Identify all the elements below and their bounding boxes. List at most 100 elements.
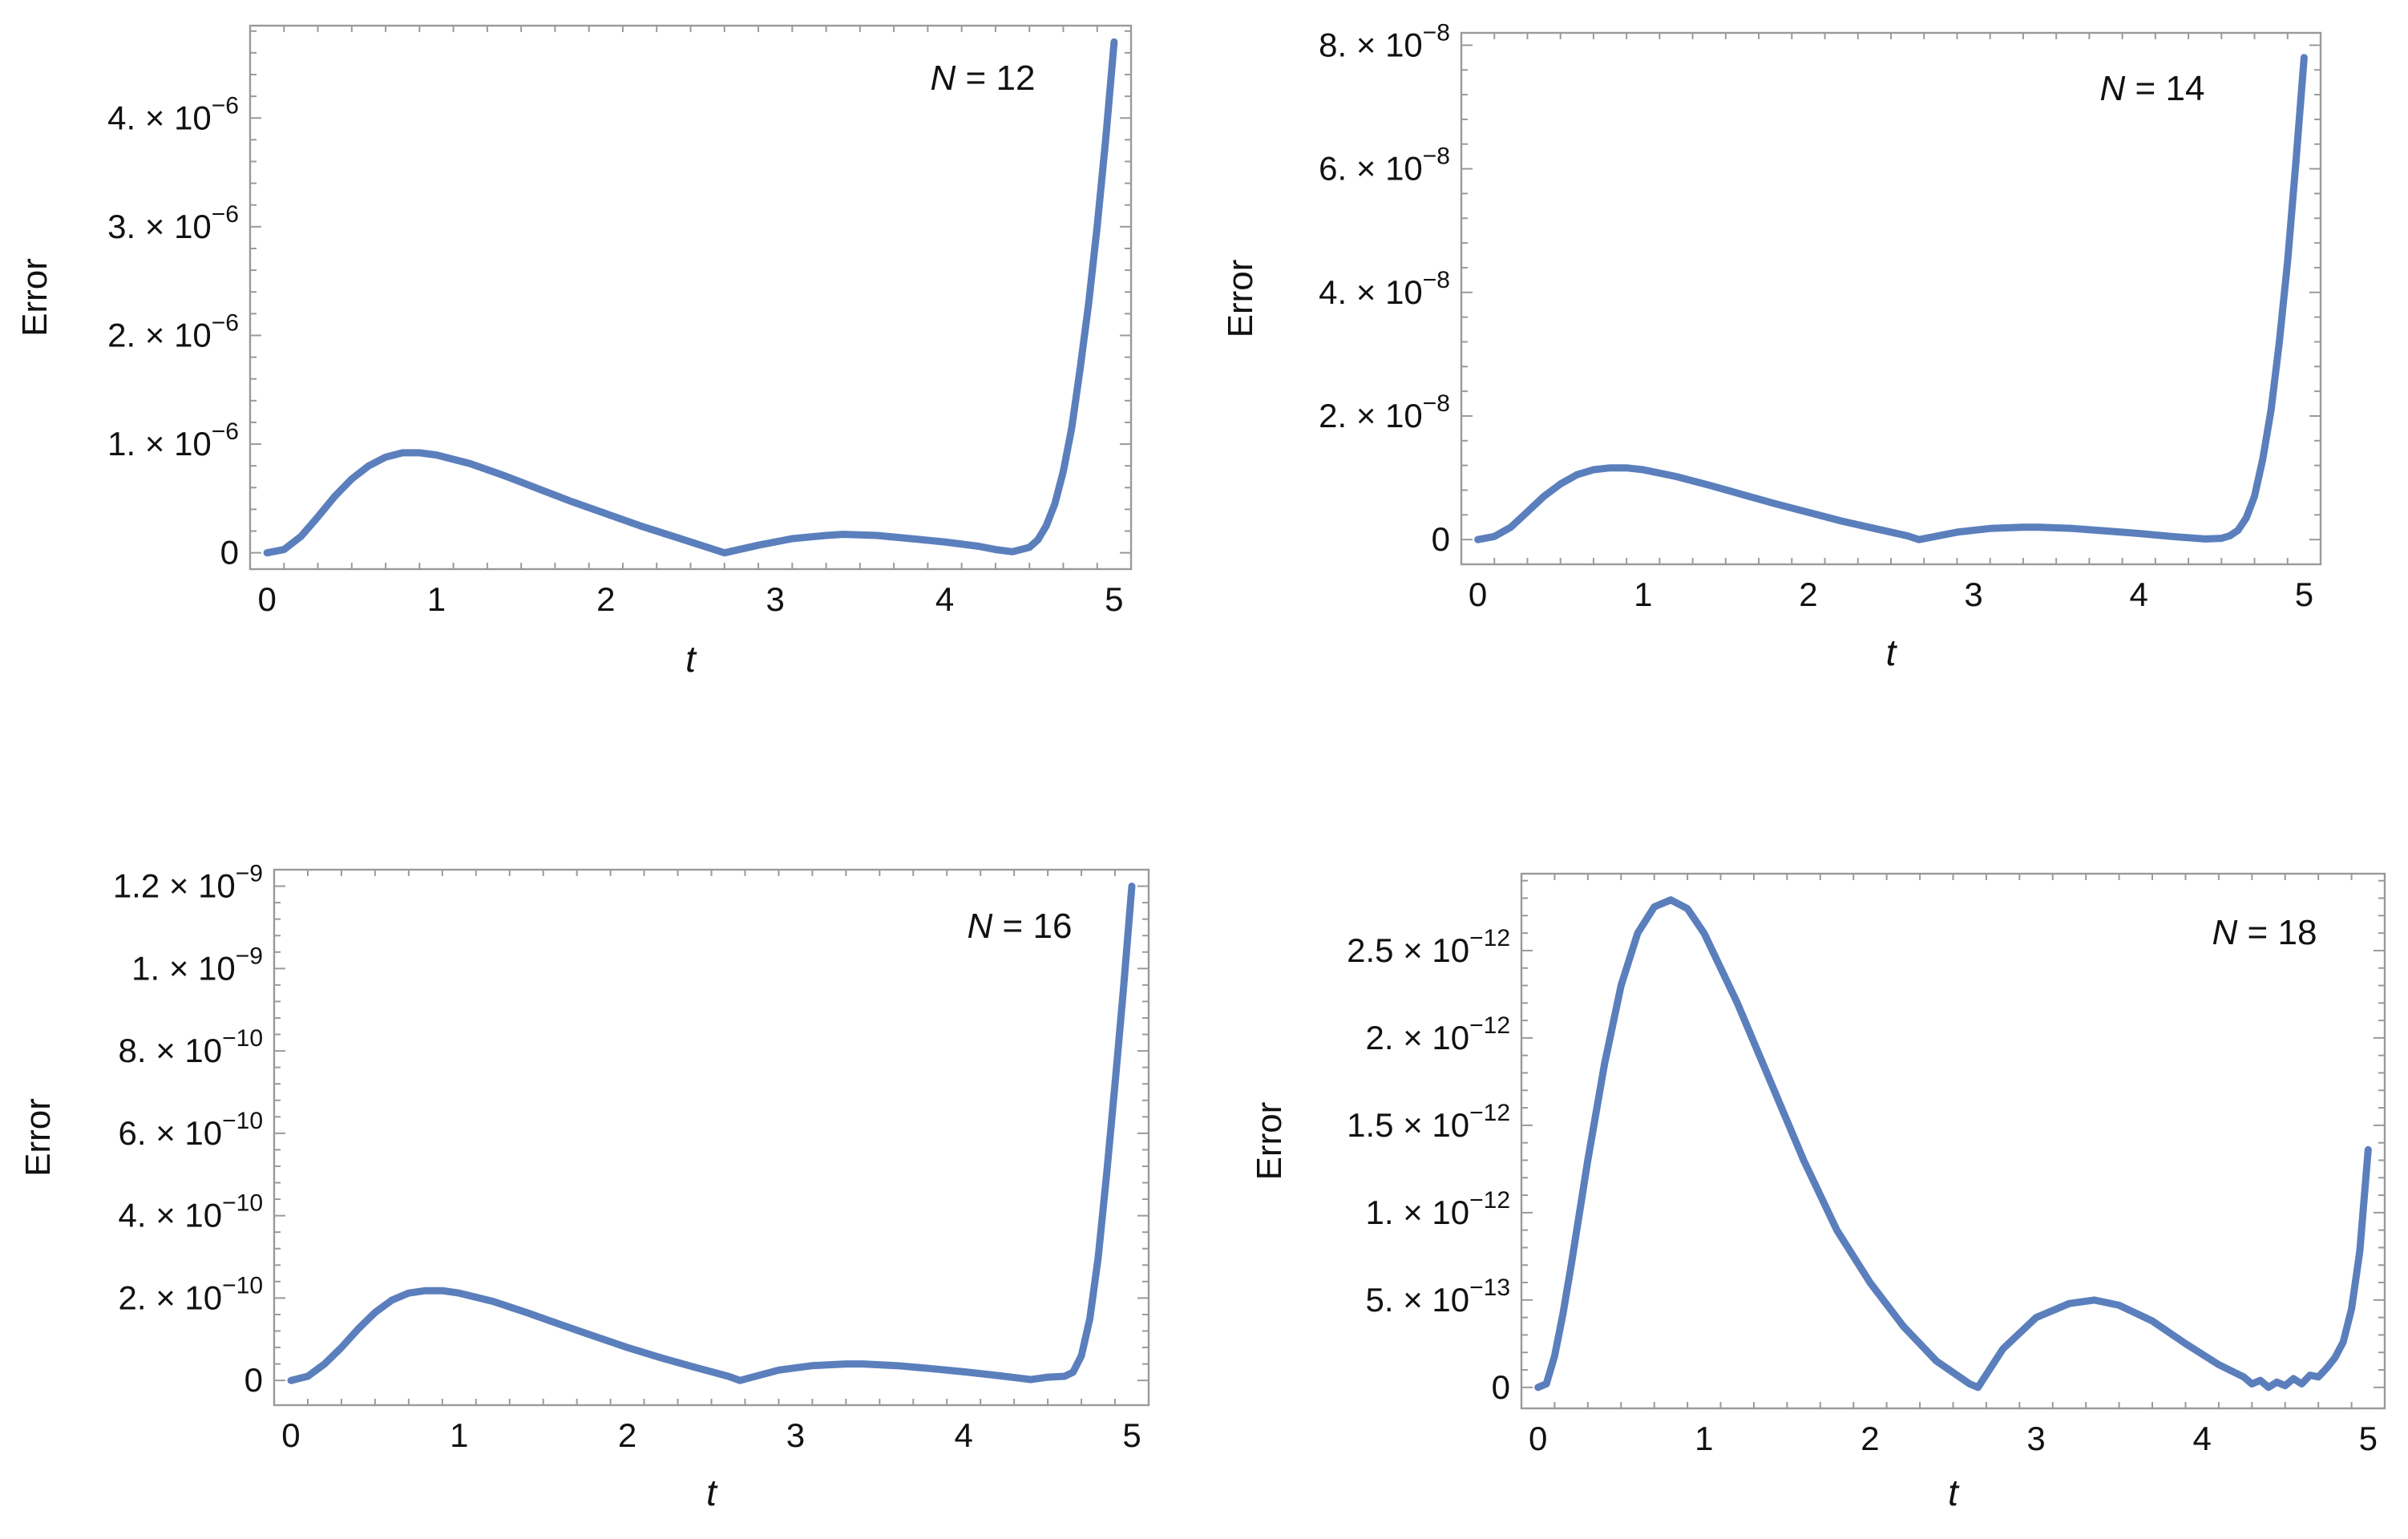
data-point <box>789 535 795 542</box>
data-point <box>1061 1373 1068 1379</box>
data-point <box>372 1309 378 1315</box>
n-annotation: N = 12 <box>931 59 1036 98</box>
y-tick-label: 1. × 10−6 <box>107 418 239 463</box>
data-point <box>2070 525 2076 531</box>
data-point <box>321 1361 328 1367</box>
y-tick-mantissa: 2. × 10 <box>1366 1019 1470 1056</box>
data-point <box>2265 1384 2272 1391</box>
data-point <box>2349 1306 2355 1312</box>
data-point <box>1560 1311 1566 1317</box>
data-point <box>775 1367 782 1373</box>
y-tick-exponent: −8 <box>1423 143 1450 170</box>
annotation-var: N <box>931 59 956 98</box>
data-point <box>1060 468 1066 475</box>
y-tick-mantissa: 0 <box>1492 1368 1510 1406</box>
y-tick-label: 4. × 10−6 <box>107 92 239 136</box>
y-tick-label: 0 <box>220 534 239 572</box>
data-point <box>1044 1374 1051 1380</box>
y-tick-exponent: −6 <box>212 201 239 228</box>
data-point <box>2293 160 2299 166</box>
data-point <box>1028 1376 1034 1383</box>
y-tick-label: 1.2 × 10−9 <box>113 861 263 905</box>
data-point <box>2066 1300 2072 1307</box>
data-point <box>1009 548 1016 555</box>
data-point <box>2037 524 2043 531</box>
x-tick-label: 0 <box>1469 576 1487 613</box>
data-point <box>2340 1339 2346 1345</box>
data-point <box>2365 1146 2371 1153</box>
y-tick-label: 2. × 10−12 <box>1366 1012 1511 1056</box>
x-tick-label: 2 <box>1861 1420 1879 1457</box>
data-point <box>569 499 576 505</box>
x-tick-label: 2 <box>618 1416 636 1454</box>
data-point <box>338 1344 345 1351</box>
data-point <box>2248 1380 2255 1387</box>
data-point <box>1035 536 1041 543</box>
y-tick-label: 0 <box>1432 520 1450 558</box>
data-point <box>382 454 389 460</box>
data-point <box>535 486 541 492</box>
data-point <box>1077 365 1084 371</box>
y-tick-mantissa: 8. × 10 <box>119 1032 223 1069</box>
data-point <box>1078 1352 1085 1359</box>
y-tick-label: 8. × 10−8 <box>1319 19 1450 63</box>
data-point <box>874 532 880 539</box>
x-tick-label: 2 <box>1799 576 1817 613</box>
plot-frame <box>1460 31 2322 566</box>
data-point <box>490 1299 496 1305</box>
data-point <box>315 514 321 520</box>
data-point <box>1772 500 1779 507</box>
data-point <box>823 532 830 539</box>
data-point <box>1551 1353 1558 1359</box>
y-tick-label: 1. × 10−12 <box>1366 1187 1511 1231</box>
data-point <box>2273 1379 2280 1385</box>
data-point <box>1070 1369 1077 1375</box>
y-tick-mantissa: 1. × 10 <box>1366 1194 1470 1231</box>
x-tick-label: 0 <box>281 1416 300 1454</box>
data-point <box>603 511 609 517</box>
y-tick-mantissa: 8. × 10 <box>1319 26 1423 63</box>
y-tick-exponent: −12 <box>1469 1012 1510 1039</box>
data-point <box>1607 465 1614 471</box>
data-point <box>2033 1315 2039 1321</box>
data-point <box>2285 258 2291 265</box>
y-tick-mantissa: 2. × 10 <box>119 1278 223 1316</box>
y-tick-mantissa: 2. × 10 <box>107 316 212 353</box>
annotation-value: 18 <box>2277 913 2317 952</box>
data-point <box>389 1297 395 1303</box>
y-tick-label: 2. × 10−6 <box>107 309 239 353</box>
data-point <box>670 533 677 539</box>
annotation-value: 16 <box>1032 907 1072 946</box>
data-point <box>1069 425 1075 431</box>
data-point <box>2282 1383 2289 1389</box>
plot-frame <box>273 868 1150 1407</box>
data-point <box>2135 530 2142 536</box>
annotation-eq: = <box>992 907 1032 946</box>
data-point <box>1867 1279 1873 1286</box>
y-tick-exponent: −12 <box>1469 925 1510 951</box>
y-tick-exponent: −6 <box>212 418 239 445</box>
data-point <box>994 1372 1000 1379</box>
data-point <box>2301 55 2307 61</box>
series-line <box>263 38 1118 557</box>
data-point <box>264 550 270 556</box>
data-point <box>349 475 355 482</box>
y-tick-label: 1.5 × 10−12 <box>1347 1100 1510 1144</box>
y-tick-exponent: −9 <box>236 861 263 887</box>
data-point <box>2240 1374 2247 1380</box>
data-point <box>501 472 507 479</box>
data-point <box>1623 465 1630 471</box>
data-point <box>1043 523 1049 529</box>
data-point <box>1111 38 1117 45</box>
data-point <box>1475 536 1481 543</box>
data-point <box>1673 474 1679 480</box>
y-axis-label: Error <box>1221 260 1260 338</box>
y-tick-exponent: −8 <box>1423 267 1450 293</box>
data-point <box>2315 1374 2321 1380</box>
annotation-var: N <box>2212 913 2238 952</box>
x-axis-label: t <box>1948 1472 1960 1513</box>
data-point <box>399 450 406 456</box>
y-tick-mantissa: 4. × 10 <box>107 99 212 136</box>
data-point <box>355 1326 362 1332</box>
